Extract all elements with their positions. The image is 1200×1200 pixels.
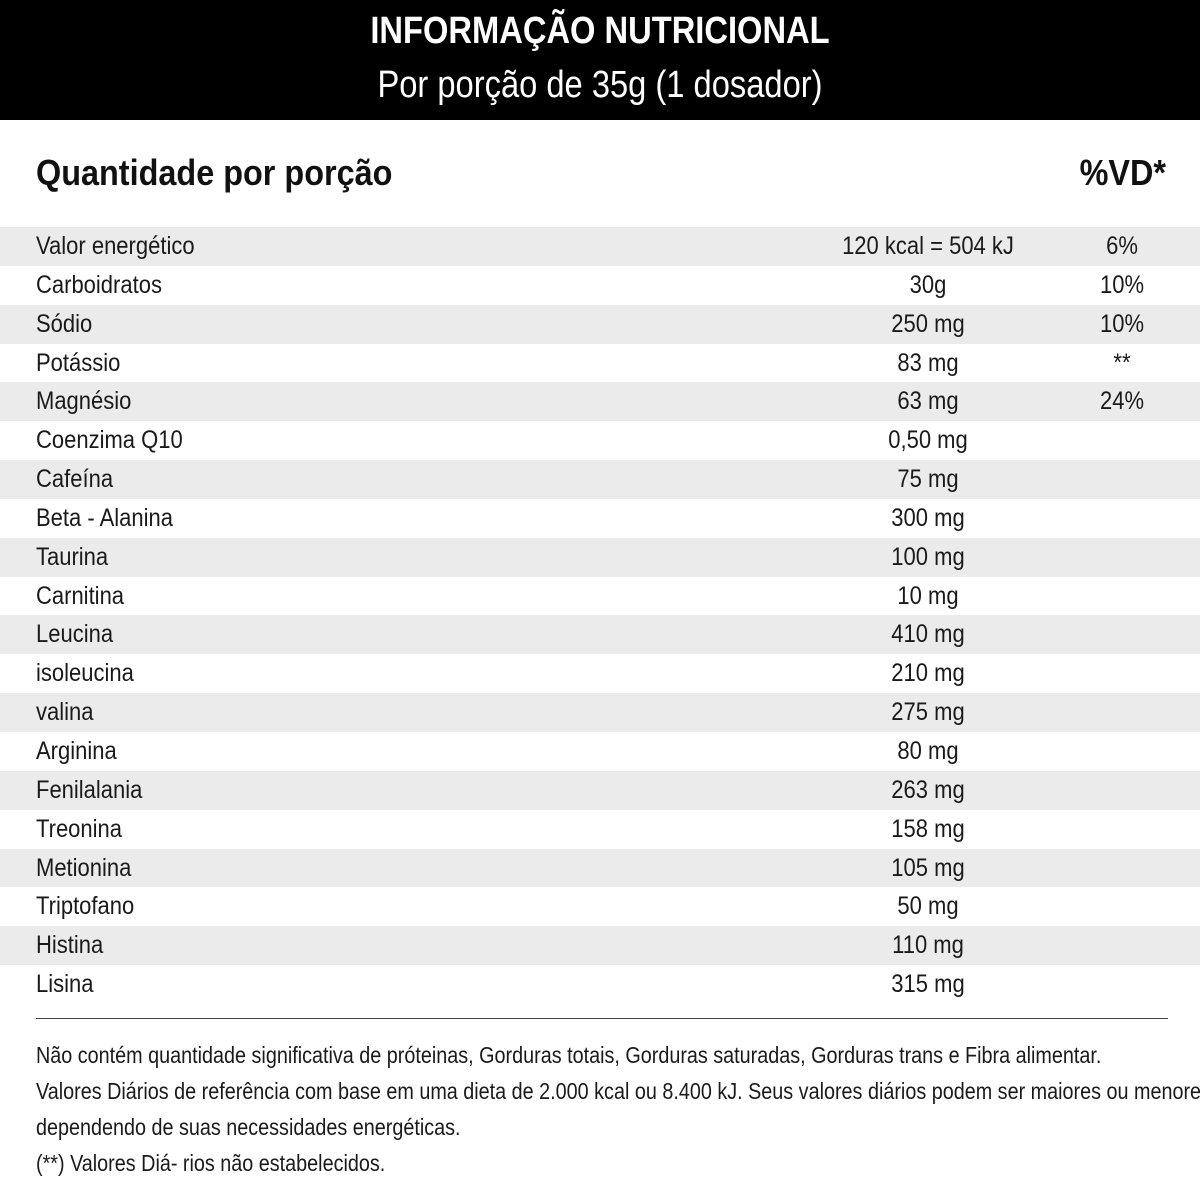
table-row: Beta - Alanina 300 mg: [0, 499, 1200, 538]
nutrient-amount: 120 kcal = 504 kJ: [842, 232, 1014, 260]
nutrient-name: Beta - Alanina: [36, 503, 173, 532]
nutrient-vd: 6%: [1106, 232, 1138, 260]
nutrient-name: Cafeína: [36, 465, 114, 494]
table-row: Sódio 250 mg 10%: [0, 304, 1200, 344]
nutrient-vd: 10%: [1099, 309, 1145, 338]
nutrient-amount: 250 mg: [891, 309, 965, 338]
table-row: Carboidratos 30g 10%: [0, 266, 1200, 305]
table-row: Triptofano 50 mg: [0, 887, 1200, 926]
nutrient-amount: 83 mg: [897, 348, 959, 377]
table-row: valina 275 mg: [0, 693, 1200, 732]
table-row: isoleucina 210 mg: [0, 654, 1200, 693]
nutrient-vd: **: [1113, 348, 1131, 377]
nutrient-amount: 30g: [909, 270, 947, 299]
nutrient-amount: 105 mg: [891, 853, 965, 882]
table-row: Histina 110 mg: [0, 926, 1200, 966]
nutrient-name: isoleucina: [36, 659, 134, 688]
footer-divider: [36, 1018, 1168, 1019]
nutrient-amount: 100 mg: [891, 542, 965, 571]
footnote-not-significant: Não contém quantidade significativa de p…: [36, 1042, 1102, 1068]
nutrient-name: Taurina: [36, 542, 109, 571]
nutrient-name: Histina: [36, 931, 104, 960]
table-row: Leucina 410 mg: [0, 615, 1200, 655]
nutrient-amount: 0,50 mg: [888, 426, 968, 455]
nutrient-amount: 263 mg: [891, 775, 965, 804]
nutrient-name: Fenilalania: [36, 775, 143, 804]
label-title: INFORMAÇÃO NUTRICIONAL: [370, 10, 830, 52]
nutrition-table: Valor energético 120 kcal = 504 kJ 6% Ca…: [0, 227, 1200, 1004]
nutrient-amount: 275 mg: [891, 698, 965, 727]
nutrient-name: Metionina: [36, 853, 132, 882]
nutrient-name: Carnitina: [36, 581, 125, 610]
nutrient-name: Triptofano: [36, 892, 135, 921]
table-row: Magnésio 63 mg 24%: [0, 382, 1200, 422]
nutrient-name: Valor energético: [36, 232, 195, 260]
table-row: Lisina 315 mg: [0, 965, 1200, 1004]
footnote-daily-values-cont: dependendo de suas necessidades energéti…: [36, 1114, 461, 1140]
nutrient-amount: 300 mg: [891, 503, 965, 532]
table-row: Cafeína 75 mg: [0, 460, 1200, 499]
footnote-daily-values: Valores Diários de referência com base e…: [36, 1078, 1200, 1104]
nutrient-name: valina: [36, 698, 94, 727]
nutrient-name: Magnésio: [36, 387, 132, 416]
footnotes: Não contém quantidade significativa de p…: [36, 1037, 1200, 1181]
nutrient-name: Arginina: [36, 736, 117, 765]
table-row: Taurina 100 mg: [0, 537, 1200, 577]
nutrient-name: Leucina: [36, 620, 114, 649]
vd-column-header: %VD*: [1079, 152, 1166, 193]
nutrient-name: Sódio: [36, 309, 93, 338]
table-row: Carnitina 10 mg: [0, 577, 1200, 616]
nutrient-amount: 158 mg: [891, 814, 965, 843]
table-row: Potássio 83 mg **: [0, 344, 1200, 383]
table-row: Fenilalania 263 mg: [0, 770, 1200, 810]
nutrient-name: Coenzima Q10: [36, 426, 183, 455]
nutrient-vd: 24%: [1099, 387, 1145, 416]
footnote-not-established: (**) Valores Diá- rios não estabelecidos…: [36, 1150, 386, 1176]
serving-size: Por porção de 35g (1 dosador): [377, 64, 823, 106]
nutrient-amount: 10 mg: [897, 581, 959, 610]
nutrient-amount: 315 mg: [891, 970, 965, 999]
table-row: Coenzima Q10 0,50 mg: [0, 421, 1200, 460]
table-row: Treonina 158 mg: [0, 810, 1200, 849]
nutrient-name: Treonina: [36, 814, 123, 843]
nutrient-amount: 410 mg: [891, 620, 965, 649]
nutrient-amount: 110 mg: [892, 931, 964, 960]
nutrient-vd: 10%: [1099, 270, 1145, 299]
nutrient-amount: 50 mg: [897, 892, 959, 921]
nutrient-name: Potássio: [36, 348, 121, 377]
nutrient-amount: 75 mg: [897, 465, 959, 494]
header-banner: INFORMAÇÃO NUTRICIONAL Por porção de 35g…: [0, 0, 1200, 120]
table-row: Metionina 105 mg: [0, 848, 1200, 888]
quantity-column-header: Quantidade por porção: [36, 152, 393, 193]
nutrient-amount: 63 mg: [897, 387, 959, 416]
table-row: Valor energético 120 kcal = 504 kJ 6%: [0, 227, 1200, 266]
nutrient-name: Carboidratos: [36, 270, 162, 299]
nutrient-amount: 210 mg: [891, 659, 965, 688]
nutrient-amount: 80 mg: [897, 736, 959, 765]
table-row: Arginina 80 mg: [0, 732, 1200, 771]
nutrient-name: Lisina: [36, 970, 94, 999]
